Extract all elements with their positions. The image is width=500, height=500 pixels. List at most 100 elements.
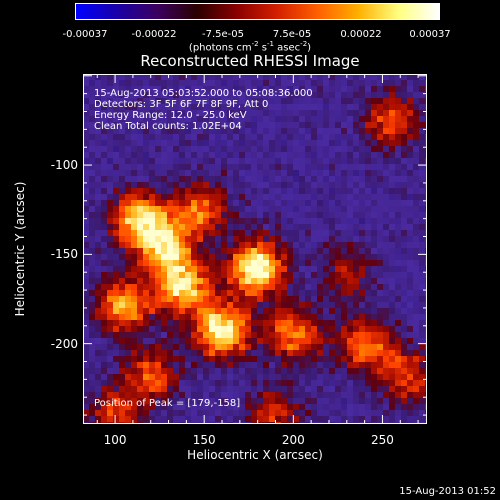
heatmap-cell — [269, 374, 275, 380]
heatmap-cell — [257, 122, 263, 128]
heatmap-cell — [167, 242, 173, 248]
heatmap-cell — [119, 188, 125, 194]
heatmap-cell — [227, 410, 233, 416]
heatmap-cell — [341, 146, 347, 152]
heatmap-cell — [317, 290, 323, 296]
heatmap-cell — [161, 74, 167, 80]
heatmap-cell — [155, 350, 161, 356]
heatmap-cell — [197, 194, 203, 200]
heatmap-cell — [335, 386, 341, 392]
heatmap-cell — [227, 224, 233, 230]
heatmap-cell — [245, 380, 251, 386]
heatmap-cell — [287, 356, 293, 362]
heatmap-cell — [365, 230, 371, 236]
heatmap-cell — [95, 104, 101, 110]
heatmap-cell — [137, 74, 143, 80]
heatmap-cell — [365, 392, 371, 398]
heatmap-cell — [419, 374, 425, 380]
heatmap-cell — [113, 374, 119, 380]
heatmap-cell — [179, 416, 185, 422]
heatmap-cell — [299, 86, 305, 92]
heatmap-cell — [179, 284, 185, 290]
heatmap-cell — [359, 134, 365, 140]
heatmap-cell — [155, 416, 161, 422]
heatmap-cell — [407, 242, 413, 248]
heatmap-cell — [131, 182, 137, 188]
heatmap-cell — [281, 92, 287, 98]
heatmap-cell — [143, 170, 149, 176]
heatmap-cell — [143, 134, 149, 140]
heatmap-cell — [203, 170, 209, 176]
heatmap-cell — [401, 212, 407, 218]
heatmap-cell — [275, 158, 281, 164]
heatmap-cell — [383, 278, 389, 284]
heatmap-cell — [305, 386, 311, 392]
heatmap-cell — [335, 212, 341, 218]
heatmap-cell — [209, 248, 215, 254]
heatmap-cell — [233, 362, 239, 368]
heatmap-cell — [335, 104, 341, 110]
heatmap-cell — [347, 182, 353, 188]
heatmap-cell — [131, 128, 137, 134]
heatmap-cell — [119, 338, 125, 344]
heatmap-cell — [347, 128, 353, 134]
heatmap-cell — [125, 170, 131, 176]
heatmap-cell — [401, 374, 407, 380]
heatmap-cell — [185, 116, 191, 122]
heatmap-cell — [419, 140, 425, 146]
heatmap-cell — [317, 272, 323, 278]
heatmap-cell — [83, 302, 89, 308]
heatmap-cell — [245, 134, 251, 140]
heatmap-cell — [407, 122, 413, 128]
heatmap-cell — [359, 230, 365, 236]
heatmap-cell — [221, 122, 227, 128]
heatmap-cell — [305, 86, 311, 92]
heatmap-cell — [383, 314, 389, 320]
heatmap-cell — [347, 146, 353, 152]
heatmap-cell — [269, 194, 275, 200]
heatmap-cell — [419, 332, 425, 338]
heatmap-cell — [155, 104, 161, 110]
heatmap-cell — [275, 398, 281, 404]
heatmap-cell — [401, 398, 407, 404]
heatmap-cell — [305, 416, 311, 422]
heatmap-cell — [377, 206, 383, 212]
heatmap-cell — [275, 350, 281, 356]
heatmap-cell — [383, 404, 389, 410]
heatmap-cell — [389, 404, 395, 410]
heatmap-cell — [389, 410, 395, 416]
heatmap-cell — [113, 410, 119, 416]
heatmap-cell — [377, 170, 383, 176]
heatmap-cell — [317, 218, 323, 224]
heatmap-cell — [197, 188, 203, 194]
heatmap-cell — [149, 260, 155, 266]
heatmap-cell — [143, 152, 149, 158]
heatmap-cell — [107, 158, 113, 164]
heatmap-cell — [281, 362, 287, 368]
heatmap-cell — [269, 278, 275, 284]
heatmap-cell — [89, 302, 95, 308]
heatmap-cell — [419, 200, 425, 206]
heatmap-cell — [119, 242, 125, 248]
heatmap-cell — [287, 416, 293, 422]
heatmap-cell — [335, 146, 341, 152]
heatmap-cell — [143, 164, 149, 170]
heatmap-cell — [119, 74, 125, 80]
heatmap-cell — [203, 272, 209, 278]
heatmap-cell — [185, 158, 191, 164]
heatmap-cell — [119, 368, 125, 374]
heatmap-cell — [137, 314, 143, 320]
heatmap-cell — [185, 284, 191, 290]
heatmap-cell — [161, 284, 167, 290]
heatmap-cell — [401, 86, 407, 92]
heatmap-cell — [83, 242, 89, 248]
heatmap-cell — [221, 416, 227, 422]
heatmap-cell — [155, 110, 161, 116]
heatmap-cell — [341, 212, 347, 218]
heatmap-cell — [377, 128, 383, 134]
heatmap-cell — [143, 146, 149, 152]
heatmap-cell — [251, 128, 257, 134]
heatmap-cell — [371, 242, 377, 248]
heatmap-cell — [395, 314, 401, 320]
heatmap-cell — [83, 86, 89, 92]
